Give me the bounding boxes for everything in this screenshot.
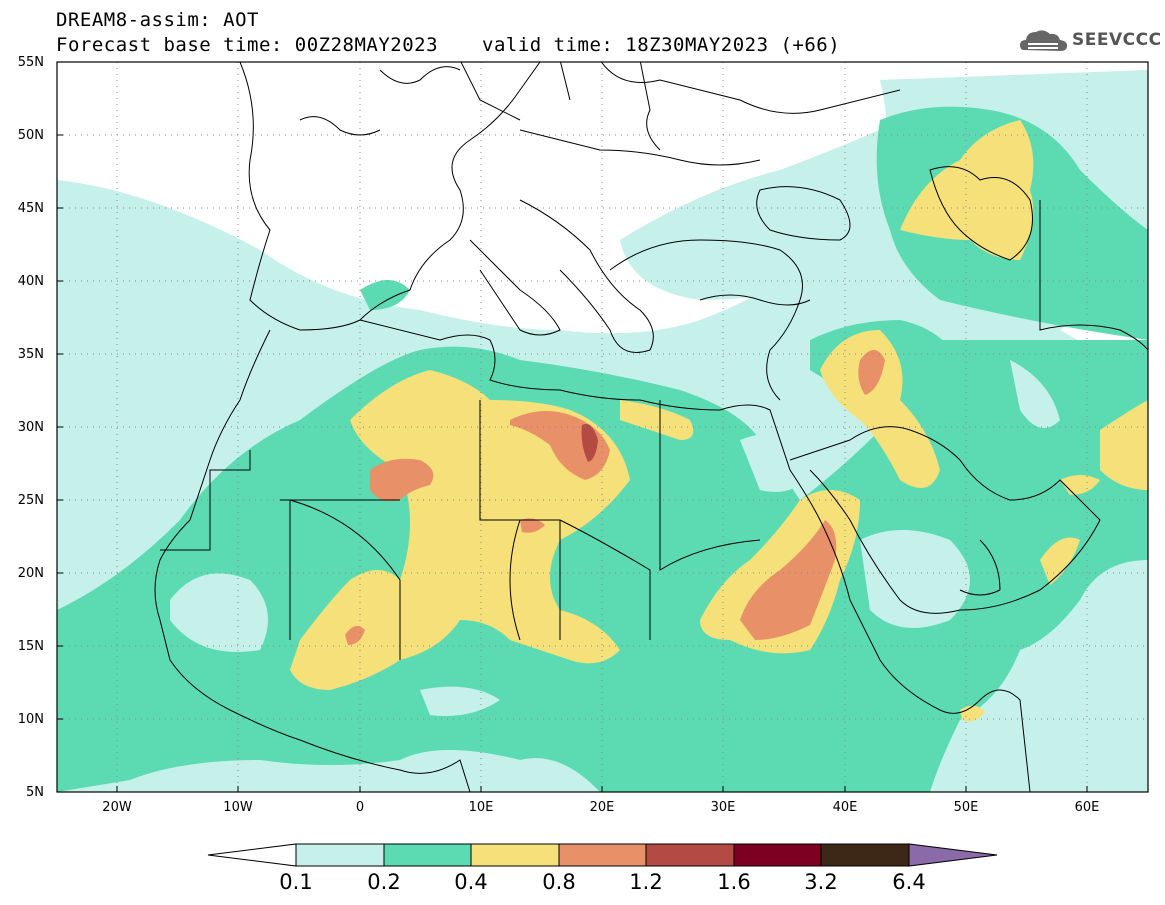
colorbar-label: 1.2: [629, 870, 663, 894]
map-title: DREAM8-assim: AOT: [56, 9, 259, 31]
colorbar-label: 0.4: [454, 870, 488, 894]
colorbar: [207, 843, 998, 867]
lat-label: 30N: [17, 420, 44, 435]
lat-label: 40N: [17, 274, 44, 289]
lat-label: 35N: [17, 347, 44, 362]
colorbar-segment: [383, 843, 472, 867]
lon-label: 10W: [223, 800, 253, 815]
colorbar-label: 3.2: [804, 870, 838, 894]
logo-text: SEEVCCC: [1072, 30, 1162, 50]
colorbar-extend-low: [207, 843, 297, 867]
colorbar-label: 1.6: [717, 870, 751, 894]
lat-label: 10N: [17, 712, 44, 727]
colorbar-segment: [820, 843, 910, 867]
cloud-logo-icon: [1020, 30, 1068, 51]
lon-label: 50E: [953, 800, 979, 815]
lat-label: 5N: [26, 785, 44, 800]
colorbar-segment: [295, 843, 385, 867]
aot-band-0.1-patches: [170, 360, 1060, 716]
colorbar-segment: [470, 843, 560, 867]
coastlines: [154, 62, 1148, 792]
lat-label: 50N: [17, 128, 44, 143]
lat-label: 55N: [17, 55, 44, 70]
lon-label: 0: [355, 800, 365, 815]
aot-band-1.2: [581, 424, 598, 462]
colorbar-segment: [645, 843, 735, 867]
forecast-base-time: Forecast base time: 00Z28MAY2023: [56, 34, 439, 56]
lat-label: 45N: [17, 201, 44, 216]
colorbar-extend-high: [908, 843, 998, 867]
lon-label: 10E: [468, 800, 494, 815]
colorbar-label: 0.8: [542, 870, 576, 894]
lon-label: 30E: [710, 800, 736, 815]
aot-band-0.4: [290, 120, 1148, 722]
colorbar-label: 0.2: [367, 870, 401, 894]
valid-time: valid time: 18Z30MAY2023 (+66): [482, 34, 841, 56]
colorbar-label: 0.1: [279, 870, 313, 894]
lon-label: 20W: [102, 800, 132, 815]
lon-label: 60E: [1074, 800, 1100, 815]
aot-field: [57, 62, 1148, 792]
axis-ticks: [57, 61, 1088, 792]
lat-label: 25N: [17, 493, 44, 508]
colorbar-label: 6.4: [892, 870, 926, 894]
lon-label: 20E: [589, 800, 615, 815]
lat-label: 15N: [17, 639, 44, 654]
lon-label: 40E: [832, 800, 858, 815]
colorbar-segment: [558, 843, 647, 867]
colorbar-segment: [733, 843, 822, 867]
lat-label: 20N: [17, 566, 44, 581]
